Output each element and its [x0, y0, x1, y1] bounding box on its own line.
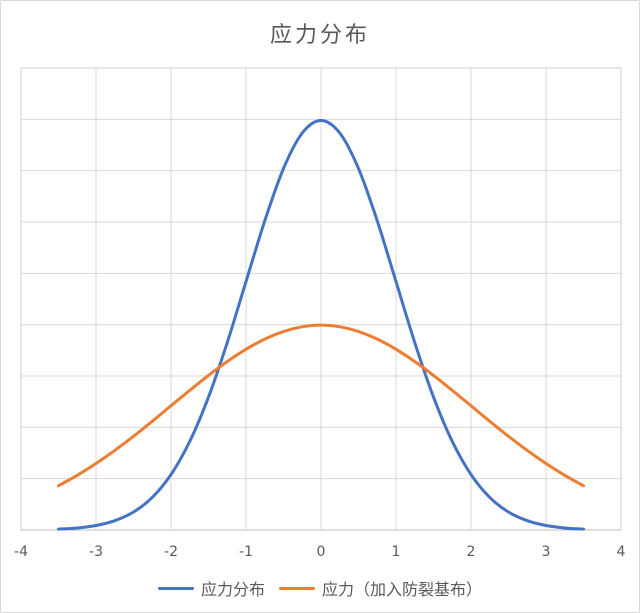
x-tick-label: 3	[542, 544, 551, 560]
x-tick-label: 2	[467, 544, 476, 560]
x-tick-label: -4	[14, 544, 28, 560]
legend-item-0: 应力分布	[157, 576, 265, 600]
series-curve-1	[57, 323, 585, 488]
x-tick-label: 4	[617, 544, 626, 560]
legend: 应力分布 应力（加入防裂基布）	[1, 575, 639, 601]
legend-item-1: 应力（加入防裂基布）	[279, 576, 482, 600]
x-tick-label: -1	[239, 544, 253, 560]
x-tick-label: 1	[392, 544, 401, 560]
legend-label: 应力分布	[200, 580, 265, 599]
series-curve-0	[57, 118, 585, 531]
legend-line-marker	[157, 586, 194, 590]
x-tick-label: -2	[164, 544, 178, 560]
x-tick-label: -3	[89, 544, 103, 560]
legend-line-marker	[279, 586, 315, 590]
chart-title: 应力分布	[269, 23, 370, 48]
legend-label: 应力（加入防裂基布）	[322, 580, 483, 599]
x-tick-label: 0	[317, 544, 326, 560]
